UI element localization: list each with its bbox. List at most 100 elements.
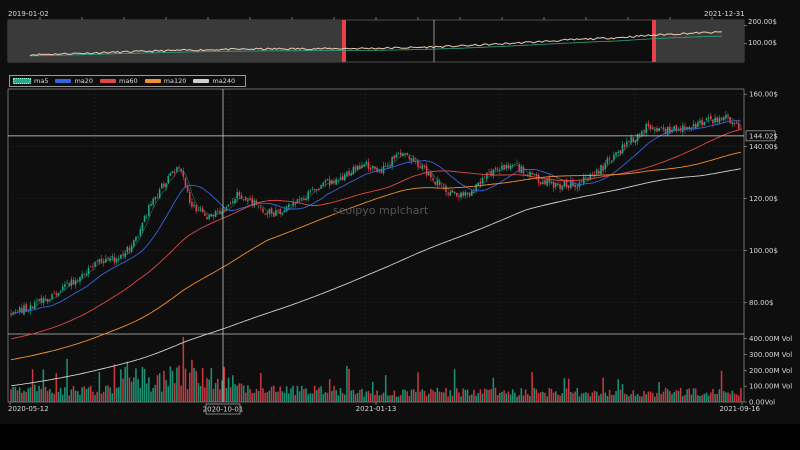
legend-item-ma60[interactable]: ma60 bbox=[100, 77, 138, 85]
volume-bar bbox=[617, 379, 619, 402]
candle-body bbox=[524, 174, 527, 175]
volume-bar bbox=[501, 391, 503, 402]
candle-body bbox=[29, 304, 32, 312]
volume-bar bbox=[96, 391, 98, 402]
candle-body bbox=[137, 236, 139, 237]
candle-body bbox=[367, 161, 370, 169]
legend-item-ma240[interactable]: ma240 bbox=[193, 77, 235, 85]
volume-bar bbox=[464, 389, 467, 402]
legend-swatch bbox=[13, 78, 31, 84]
volume-bar bbox=[66, 358, 68, 402]
legend-item-ma120[interactable]: ma120 bbox=[144, 77, 186, 85]
volume-bar bbox=[87, 387, 90, 402]
candle-body bbox=[290, 204, 292, 206]
candle-body bbox=[427, 172, 430, 176]
volume-bar bbox=[262, 388, 264, 402]
candle-body bbox=[600, 165, 602, 175]
volume-bar bbox=[294, 394, 297, 402]
volume-bar bbox=[298, 391, 301, 402]
volume-bar bbox=[449, 390, 452, 402]
candle-body bbox=[223, 210, 225, 211]
time-tick-label-start: 2020-05-12 bbox=[8, 405, 49, 413]
candle-body bbox=[725, 114, 727, 119]
volume-bar bbox=[641, 396, 643, 402]
overview-shade-right bbox=[654, 20, 744, 62]
volume-bar bbox=[328, 379, 331, 402]
volume-bar bbox=[488, 389, 490, 402]
crosshair-date-box bbox=[205, 403, 241, 415]
volume-bar bbox=[606, 395, 609, 402]
candle-body bbox=[395, 154, 398, 158]
candle-body bbox=[98, 259, 101, 263]
candle-body bbox=[361, 165, 363, 168]
volume-bar bbox=[582, 393, 585, 402]
candle-body bbox=[643, 130, 645, 132]
candle-body bbox=[688, 126, 691, 130]
volume-bar bbox=[126, 361, 129, 402]
candle-body bbox=[214, 210, 217, 217]
candle-body bbox=[216, 210, 219, 212]
candle-body bbox=[636, 133, 639, 142]
candle-body bbox=[186, 186, 189, 192]
candle-body bbox=[552, 182, 555, 189]
candle-body bbox=[182, 170, 185, 177]
chart-canvas[interactable]: 80.00$ 100.00$ 120.00$ 140.00$ 160.00$ 0.00Vo… bbox=[0, 0, 800, 424]
volume-bar bbox=[141, 366, 144, 402]
volume-bar bbox=[249, 389, 251, 402]
candle-body bbox=[154, 197, 157, 200]
candle-body bbox=[227, 204, 230, 207]
volume-bar bbox=[626, 394, 628, 402]
volume-bar bbox=[210, 368, 213, 402]
candle-body bbox=[412, 158, 415, 161]
volume-bar bbox=[115, 387, 118, 402]
candle-body bbox=[204, 213, 206, 216]
candle-body bbox=[57, 293, 60, 296]
volume-bar bbox=[42, 369, 45, 402]
candle-body bbox=[460, 192, 462, 198]
candle-body bbox=[292, 202, 294, 206]
legend-item-ma5[interactable]: ma5 bbox=[13, 77, 48, 85]
candle-body bbox=[81, 274, 83, 279]
candle-body bbox=[66, 282, 68, 284]
candle-body bbox=[197, 209, 200, 211]
volume-bar bbox=[533, 387, 536, 402]
candle-body bbox=[348, 171, 350, 175]
time-tick-label-end: 2021-09-16 bbox=[719, 405, 760, 413]
candle-body bbox=[199, 209, 202, 211]
candle-body bbox=[279, 209, 281, 214]
overview-start-label: 2019-01-02 bbox=[8, 10, 49, 18]
candle-body bbox=[324, 180, 327, 183]
legend-item-ma20[interactable]: ma20 bbox=[55, 77, 93, 85]
volume-bar bbox=[92, 391, 94, 402]
volume-bar bbox=[664, 387, 667, 402]
volume-bar bbox=[208, 379, 210, 402]
volume-bar bbox=[61, 394, 64, 402]
candle-body bbox=[483, 177, 486, 179]
candle-body bbox=[305, 199, 307, 201]
volume-bar bbox=[303, 389, 305, 402]
candle-body bbox=[341, 175, 344, 180]
candle-body bbox=[109, 258, 111, 261]
volume-bar bbox=[156, 375, 159, 402]
volume-bar bbox=[193, 367, 195, 402]
volume-bar bbox=[74, 390, 77, 402]
volume-bar bbox=[554, 391, 557, 402]
volume-bar bbox=[10, 389, 12, 402]
candle-body bbox=[654, 129, 656, 131]
volume-bar bbox=[565, 388, 568, 402]
volume-bar bbox=[387, 395, 389, 402]
candle-body bbox=[479, 181, 482, 185]
volume-bar bbox=[326, 392, 329, 402]
volume-bar bbox=[559, 395, 561, 402]
volume-bar bbox=[339, 388, 342, 402]
candle-body bbox=[363, 163, 365, 167]
candle-body bbox=[61, 286, 64, 291]
volume-bar bbox=[100, 393, 103, 402]
volume-bar bbox=[268, 390, 271, 402]
candle-body bbox=[399, 152, 402, 156]
volume-bar bbox=[645, 394, 647, 402]
candle-body bbox=[87, 267, 90, 274]
volume-bar bbox=[481, 393, 484, 402]
candle-body bbox=[729, 117, 731, 123]
volume-bar bbox=[466, 389, 469, 402]
